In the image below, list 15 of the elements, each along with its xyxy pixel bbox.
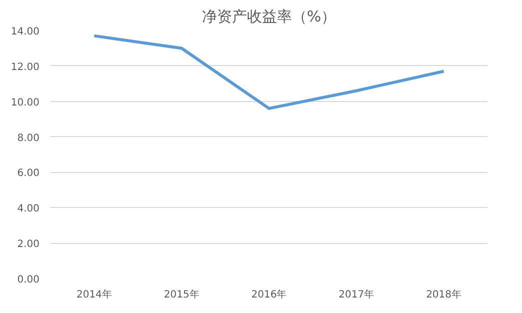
x-tick-label: 2016年 [251,288,287,300]
x-tick-label: 2017年 [338,288,374,300]
y-tick-label: 2.00 [17,239,40,250]
y-tick-label: 0.00 [17,274,40,286]
chart-title: 净资产收益率（%） [202,8,336,26]
y-tick-label: 14.00 [10,26,40,38]
y-tick-label: 8.00 [17,132,40,144]
y-tick-label: 10.00 [10,97,40,108]
y-tick-label: 4.00 [17,204,40,215]
x-tick-label: 2014年 [76,288,112,300]
x-tick-label: 2015年 [164,288,200,300]
line-series [92,34,446,110]
x-tick-label: 2018年 [426,288,462,300]
y-tick-label: 12.00 [10,62,40,73]
y-tick-label: 6.00 [17,168,40,180]
